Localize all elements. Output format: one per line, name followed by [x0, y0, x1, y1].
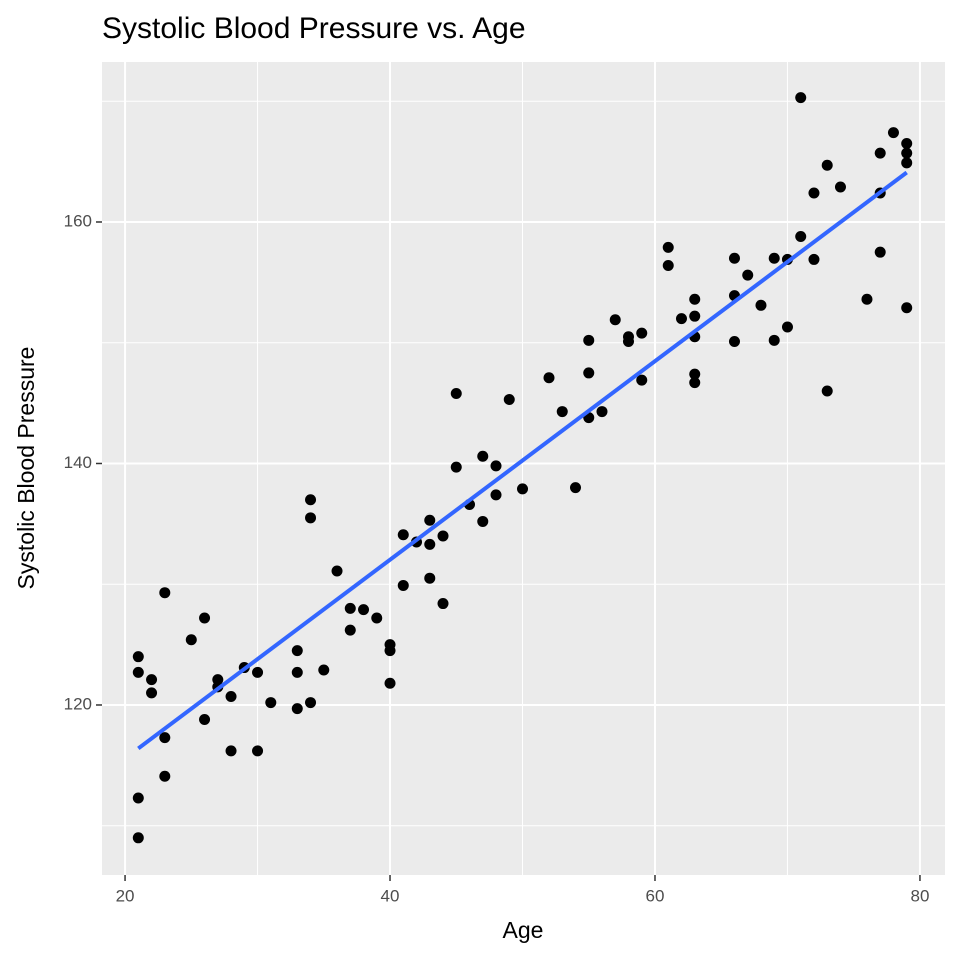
point	[901, 147, 913, 159]
chart-title: Systolic Blood Pressure vs. Age	[102, 12, 526, 45]
point	[901, 138, 913, 150]
fit-line	[137, 170, 908, 751]
point	[146, 687, 158, 699]
point	[675, 313, 687, 325]
x-axis-title: Age	[503, 917, 544, 943]
point	[556, 406, 568, 418]
point	[397, 579, 409, 591]
point	[344, 624, 356, 636]
point	[437, 530, 449, 542]
point	[689, 377, 701, 389]
point	[874, 147, 886, 159]
y-tick-label: 160	[64, 211, 92, 230]
point	[132, 832, 144, 844]
x-tick-label: 60	[646, 886, 665, 905]
point	[795, 92, 807, 104]
point	[689, 310, 701, 322]
point	[609, 314, 621, 326]
point	[146, 674, 158, 686]
point	[291, 666, 303, 678]
point	[225, 745, 237, 757]
point	[305, 494, 317, 506]
point	[570, 482, 582, 494]
point	[781, 321, 793, 333]
plot-panel	[102, 62, 945, 875]
point	[450, 387, 462, 399]
point	[450, 461, 462, 473]
point	[768, 334, 780, 346]
point	[583, 367, 595, 379]
point	[291, 645, 303, 657]
point	[371, 612, 383, 624]
point	[901, 302, 913, 314]
x-tick-label: 20	[116, 886, 135, 905]
point	[424, 514, 436, 526]
y-tick-label: 140	[64, 453, 92, 472]
point	[583, 334, 595, 346]
point	[689, 293, 701, 305]
y-axis-title: Systolic Blood Pressure	[13, 347, 39, 590]
point	[437, 598, 449, 610]
point	[808, 187, 820, 199]
point	[132, 666, 144, 678]
point	[834, 181, 846, 193]
point	[424, 538, 436, 550]
point	[795, 230, 807, 242]
point	[543, 372, 555, 384]
point	[265, 697, 277, 709]
point	[132, 792, 144, 804]
point	[132, 651, 144, 663]
point	[159, 732, 171, 744]
point	[305, 697, 317, 709]
point	[291, 703, 303, 715]
point	[662, 259, 674, 271]
point	[728, 252, 740, 264]
point	[636, 374, 648, 386]
point	[887, 127, 899, 139]
point	[517, 483, 529, 495]
point	[199, 713, 211, 725]
point	[901, 157, 913, 169]
point	[689, 368, 701, 380]
point	[344, 602, 356, 614]
point	[662, 241, 674, 253]
point	[477, 515, 489, 527]
point	[252, 666, 264, 678]
point	[159, 770, 171, 782]
point	[159, 587, 171, 599]
point	[318, 664, 330, 676]
point	[225, 691, 237, 703]
point	[305, 512, 317, 524]
point	[622, 336, 634, 348]
point	[728, 336, 740, 348]
point	[384, 645, 396, 657]
point	[397, 529, 409, 541]
point	[861, 293, 873, 305]
point	[490, 489, 502, 501]
point	[821, 159, 833, 171]
point	[768, 252, 780, 264]
point	[821, 385, 833, 397]
x-tick-label: 80	[910, 886, 929, 905]
y-tick-label: 120	[64, 694, 92, 713]
point	[331, 565, 343, 577]
point	[384, 677, 396, 689]
point	[424, 572, 436, 584]
point	[742, 269, 754, 281]
point	[477, 450, 489, 462]
point	[185, 634, 197, 646]
point	[874, 246, 886, 258]
point	[252, 745, 264, 757]
point	[596, 406, 608, 418]
point	[808, 253, 820, 265]
point	[503, 393, 515, 405]
point	[490, 460, 502, 472]
x-tick-label: 40	[381, 886, 400, 905]
point	[358, 604, 370, 616]
point	[755, 299, 767, 311]
point	[636, 327, 648, 339]
point	[199, 612, 211, 624]
